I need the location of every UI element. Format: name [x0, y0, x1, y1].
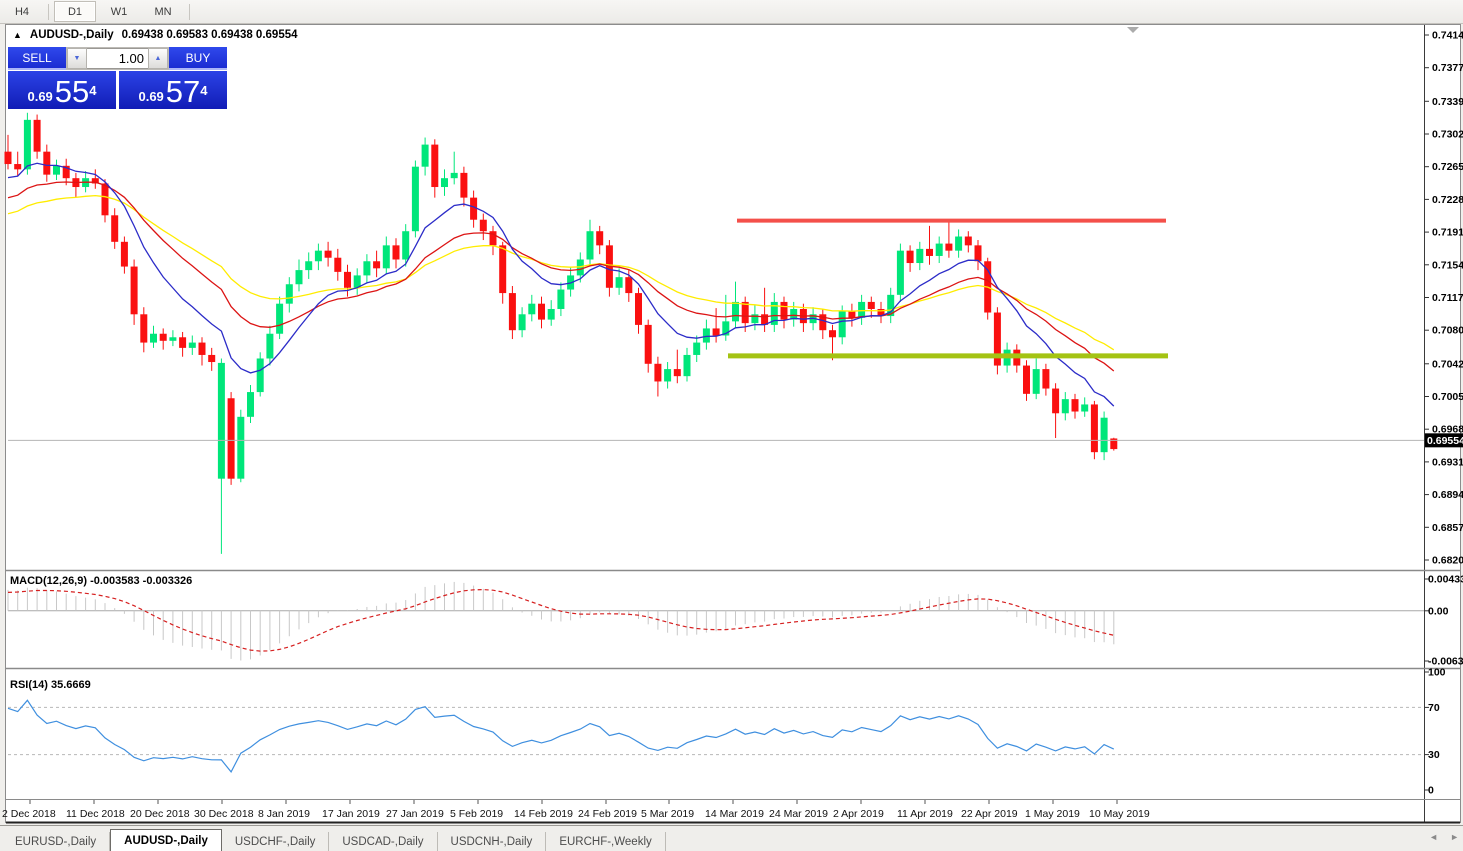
sell-price-big: 55	[54, 74, 90, 109]
buy-price-prefix: 0.69	[138, 89, 164, 104]
svg-text:14 Mar 2019: 14 Mar 2019	[705, 808, 764, 820]
bid-price-tag: 0.69554	[1425, 433, 1463, 448]
svg-text:100: 100	[1428, 667, 1446, 679]
svg-text:1 May 2019: 1 May 2019	[1025, 808, 1080, 820]
sell-button[interactable]: SELL	[8, 47, 66, 70]
chart-ohlc-values: 0.69438 0.69583 0.69438 0.69554	[121, 29, 298, 41]
buy-price-display[interactable]: 0.69 57 4	[119, 71, 227, 109]
timeframe-button-mn[interactable]: MN	[154, 5, 172, 18]
svg-text:70: 70	[1428, 702, 1440, 714]
svg-text:0.00: 0.00	[1428, 605, 1449, 617]
date-axis: 2 Dec 2018 11 Dec 2018 20 Dec 2018 30 Dec 2…	[2, 800, 1150, 820]
toolbar-separator	[48, 3, 49, 20]
svg-text:-0.006373: -0.006373	[1428, 656, 1463, 668]
svg-text:24 Feb 2019: 24 Feb 2019	[578, 808, 637, 820]
timeframe-button-h4[interactable]: H4	[14, 5, 30, 18]
chart-tab-audusd-daily[interactable]: AUDUSD-,Daily	[110, 829, 222, 851]
moving-averages-layer	[7, 162, 1115, 407]
chart-tabs: EURUSD-,Daily AUDUSD-,Daily USDCHF-,Daily U…	[2, 829, 666, 851]
svg-text:30 Dec 2018: 30 Dec 2018	[194, 808, 254, 820]
timeframe-button-w1[interactable]: W1	[110, 5, 128, 18]
trend-lines-layer	[728, 218, 1168, 359]
svg-text:8 Jan 2019: 8 Jan 2019	[258, 808, 310, 820]
timeframe-button-d1[interactable]: D1	[54, 1, 96, 22]
svg-text:2 Apr 2019: 2 Apr 2019	[833, 808, 884, 820]
svg-text:14 Feb 2019: 14 Feb 2019	[514, 808, 573, 820]
one-click-trade-panel: SELL ▼ ▲ BUY 0.69 55 4 0.69 57 4	[8, 47, 227, 109]
tab-scroll-controls: ◄ ►	[1429, 832, 1459, 842]
svg-text:0.69554: 0.69554	[1427, 435, 1463, 447]
chart-tab-eurchf-weekly[interactable]: EURCHF-,Weekly	[546, 832, 666, 851]
toolbar-separator	[189, 3, 190, 20]
timeframe-buttons: H4 D1 W1 MN	[0, 1, 194, 22]
svg-text:11 Dec 2018: 11 Dec 2018	[66, 808, 125, 820]
timeframe-toolbar: H4 D1 W1 MN	[0, 0, 1463, 24]
macd-label: MACD(12,26,9) -0.003583 -0.003326	[10, 575, 193, 587]
svg-text:5 Feb 2019: 5 Feb 2019	[450, 808, 503, 820]
svg-text:22 Apr 2019: 22 Apr 2019	[961, 808, 1018, 820]
rsi-layer	[7, 699, 1424, 773]
svg-text:30: 30	[1428, 749, 1440, 761]
svg-text:2 Dec 2018: 2 Dec 2018	[2, 808, 56, 820]
chart-tab-bar: EURUSD-,Daily AUDUSD-,Daily USDCHF-,Daily U…	[0, 825, 1463, 851]
svg-text:20 Dec 2018: 20 Dec 2018	[130, 808, 190, 820]
buy-price-big: 57	[165, 74, 201, 109]
chart-header: ▲ AUDUSD-,Daily 0.69438 0.69583 0.69438 …	[13, 29, 298, 41]
chart-tab-usdcnh-daily[interactable]: USDCNH-,Daily	[438, 832, 547, 851]
svg-text:0: 0	[1428, 785, 1434, 797]
chart-symbol-title: AUDUSD-,Daily	[29, 29, 114, 41]
volume-increase-button[interactable]: ▲	[148, 48, 168, 69]
svg-text:0.004331: 0.004331	[1428, 574, 1463, 586]
svg-text:24 Mar 2019: 24 Mar 2019	[769, 808, 828, 820]
tab-scroll-right-icon[interactable]: ►	[1450, 832, 1459, 842]
svg-text:10 May 2019: 10 May 2019	[1089, 808, 1150, 820]
svg-text:17 Jan 2019: 17 Jan 2019	[322, 808, 380, 820]
trade-panel-collapse-icon[interactable]: ▲	[13, 30, 22, 40]
svg-text:5 Mar 2019: 5 Mar 2019	[641, 808, 694, 820]
chart-tab-usdchf-daily[interactable]: USDCHF-,Daily	[222, 832, 330, 851]
buy-button[interactable]: BUY	[169, 47, 227, 70]
svg-text:11 Apr 2019: 11 Apr 2019	[897, 808, 953, 820]
tab-scroll-left-icon[interactable]: ◄	[1429, 832, 1439, 842]
chart-tab-eurusd-daily[interactable]: EURUSD-,Daily	[2, 832, 111, 851]
rsi-axis: 100 70 30 0	[1424, 667, 1446, 797]
sell-price-prefix: 0.69	[27, 89, 53, 104]
macd-axis: 0.004331 0.00 -0.006373	[1424, 574, 1463, 668]
chart-shift-marker	[1127, 27, 1139, 33]
svg-text:27 Jan 2019: 27 Jan 2019	[386, 808, 444, 820]
buy-price-pipette: 4	[200, 83, 208, 98]
sell-price-display[interactable]: 0.69 55 4	[8, 71, 116, 109]
chart-tab-usdcad-daily[interactable]: USDCAD-,Daily	[329, 832, 438, 851]
volume-stepper: ▼ ▲	[66, 47, 169, 70]
chart-shift-marker-icon[interactable]	[1127, 27, 1139, 33]
rsi-label: RSI(14) 35.6669	[10, 679, 91, 691]
macd-layer	[7, 581, 1424, 661]
volume-input[interactable]	[87, 48, 148, 69]
volume-decrease-button[interactable]: ▼	[67, 48, 87, 69]
chart-window-frame	[5, 24, 1461, 824]
sell-price-pipette: 4	[89, 83, 97, 98]
